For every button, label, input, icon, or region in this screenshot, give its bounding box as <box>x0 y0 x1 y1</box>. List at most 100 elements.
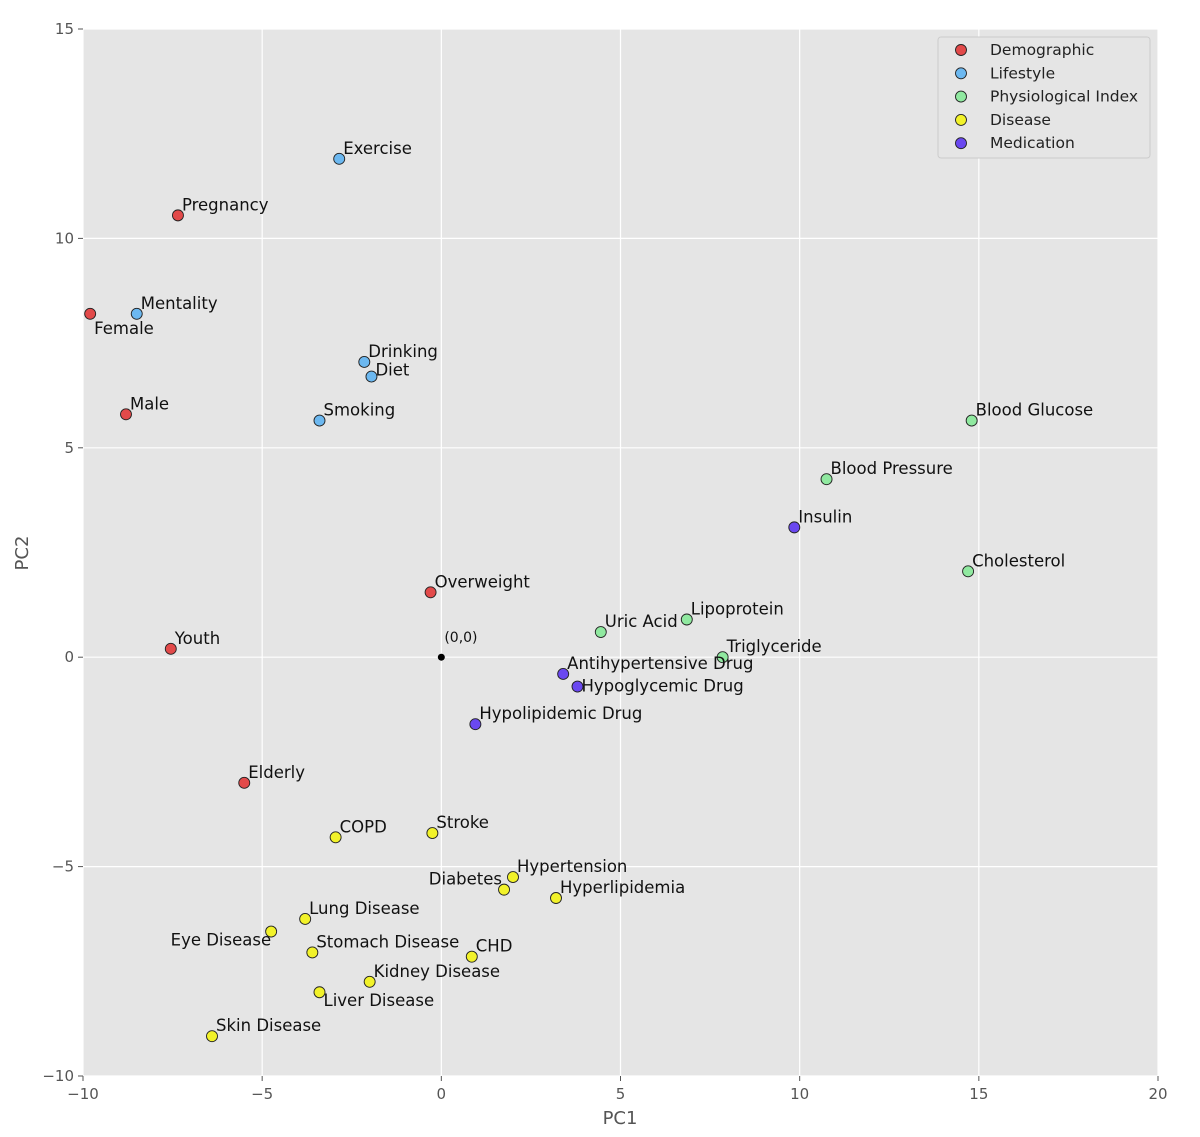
point-mentality <box>130 307 143 320</box>
point-hypoglycemic-drug <box>571 680 584 693</box>
point-label-triglyceride: Triglyceride <box>726 637 822 656</box>
point-cholesterol <box>962 565 975 578</box>
y-tick-label: 15 <box>55 20 74 38</box>
point-label-male: Male <box>130 394 169 413</box>
point-youth <box>164 642 177 655</box>
point-label-blood-pressure: Blood Pressure <box>831 459 953 478</box>
x-axis-label: PC1 <box>603 1108 638 1129</box>
legend: Demographic Lifestyle Physiological Index D… <box>937 36 1151 159</box>
point-label-smoking: Smoking <box>324 401 396 420</box>
point-liver-disease <box>313 986 326 999</box>
point-uric-acid <box>594 626 607 639</box>
x-tick-label: 10 <box>790 1085 809 1103</box>
point-label-cholesterol: Cholesterol <box>972 551 1065 570</box>
point-hypolipidemic-drug <box>469 718 482 731</box>
axis-ticks: −10 −5 0 5 10 15 20 −10 −5 0 5 10 15 <box>42 20 1167 1103</box>
legend-marker-lifestyle <box>955 67 967 80</box>
point-label-drinking: Drinking <box>368 342 438 361</box>
point-label-stomach-disease: Stomach Disease <box>316 932 459 951</box>
point-label-lipoprotein: Lipoprotein <box>691 600 784 619</box>
point-label-hypolipidemic-drug: Hypolipidemic Drug <box>479 704 642 723</box>
point-chd <box>465 950 478 963</box>
point-label-youth: Youth <box>174 629 220 648</box>
point-blood-pressure <box>820 473 833 486</box>
point-label-hypertension: Hypertension <box>517 857 627 876</box>
point-label-diet: Diet <box>375 361 409 380</box>
point-overweight <box>424 586 437 599</box>
y-tick-label: 5 <box>64 439 74 457</box>
point-blood-glucose <box>965 414 978 427</box>
legend-marker-physiological-index <box>955 90 967 103</box>
x-tick-label: −5 <box>251 1085 273 1103</box>
point-label-elderly: Elderly <box>248 763 305 782</box>
point-exercise <box>333 152 346 165</box>
legend-label-demographic: Demographic <box>990 41 1094 59</box>
point-label-liver-disease: Liver Disease <box>324 991 435 1010</box>
point-female <box>84 307 97 320</box>
point-label-antihypertensive-drug: Antihypertensive Drug <box>567 654 753 673</box>
point-label-exercise: Exercise <box>343 139 412 158</box>
point-eye-disease <box>265 925 278 938</box>
point-label-copd: COPD <box>340 817 387 836</box>
x-tick-label: 20 <box>1148 1085 1167 1103</box>
x-tick-label: 0 <box>437 1085 447 1103</box>
y-tick-label: 0 <box>64 648 74 666</box>
y-axis-label: PC2 <box>12 536 33 571</box>
point-label-diabetes: Diabetes <box>429 870 502 889</box>
origin-dot <box>437 653 445 661</box>
point-label-chd: CHD <box>476 937 513 956</box>
legend-marker-medication <box>955 137 967 150</box>
origin-label: (0,0) <box>444 630 477 646</box>
legend-label-physiological-index: Physiological Index <box>990 88 1138 106</box>
point-label-blood-glucose: Blood Glucose <box>976 401 1094 420</box>
point-skin-disease <box>206 1030 218 1043</box>
point-hypertension <box>507 871 519 884</box>
point-lung-disease <box>299 913 312 925</box>
point-elderly <box>238 776 251 789</box>
point-label-stroke: Stroke <box>436 813 489 832</box>
point-label-overweight: Overweight <box>435 572 531 591</box>
legend-box <box>937 36 1151 159</box>
legend-label-lifestyle: Lifestyle <box>990 64 1055 82</box>
point-triglyceride <box>716 651 729 664</box>
point-label-insulin: Insulin <box>798 507 852 526</box>
point-hyperlipidemia <box>550 892 562 904</box>
point-smoking <box>313 414 326 427</box>
x-tick-label: 5 <box>616 1085 626 1103</box>
point-drinking <box>358 355 371 368</box>
point-stroke <box>426 827 439 840</box>
y-tick-label: −10 <box>42 1067 74 1085</box>
x-tick-label: 15 <box>969 1085 988 1103</box>
point-label-skin-disease: Skin Disease <box>216 1016 321 1035</box>
point-label-hypoglycemic-drug: Hypoglycemic Drug <box>582 677 744 696</box>
point-label-mentality: Mentality <box>141 294 218 313</box>
legend-label-medication: Medication <box>990 134 1075 152</box>
origin-marker: (0,0) <box>437 630 478 661</box>
y-tick-label: 10 <box>55 229 74 247</box>
point-antihypertensive-drug <box>557 668 570 680</box>
point-label-kidney-disease: Kidney Disease <box>374 962 500 981</box>
x-tick-label: −10 <box>67 1085 99 1103</box>
point-label-eye-disease: Eye Disease <box>171 931 271 950</box>
y-tick-label: −5 <box>52 858 74 876</box>
point-kidney-disease <box>363 975 376 988</box>
point-labels: Female Male Pregnancy Youth Elderly Overweigh… <box>94 139 1093 1035</box>
point-pregnancy <box>172 209 184 222</box>
point-label-female: Female <box>94 319 154 338</box>
point-diet <box>365 370 378 383</box>
point-lipoprotein <box>680 613 693 626</box>
point-copd <box>329 831 342 844</box>
legend-marker-demographic <box>955 44 967 56</box>
point-label-uric-acid: Uric Acid <box>605 612 678 631</box>
point-diabetes <box>498 883 510 896</box>
point-stomach-disease <box>306 946 319 959</box>
point-label-hyperlipidemia: Hyperlipidemia <box>560 878 685 897</box>
point-label-lung-disease: Lung Disease <box>309 899 419 918</box>
point-male <box>120 408 132 421</box>
legend-label-disease: Disease <box>990 111 1051 129</box>
point-insulin <box>788 521 801 534</box>
legend-marker-disease <box>955 113 967 126</box>
point-label-pregnancy: Pregnancy <box>182 195 269 214</box>
data-points <box>84 152 978 1043</box>
